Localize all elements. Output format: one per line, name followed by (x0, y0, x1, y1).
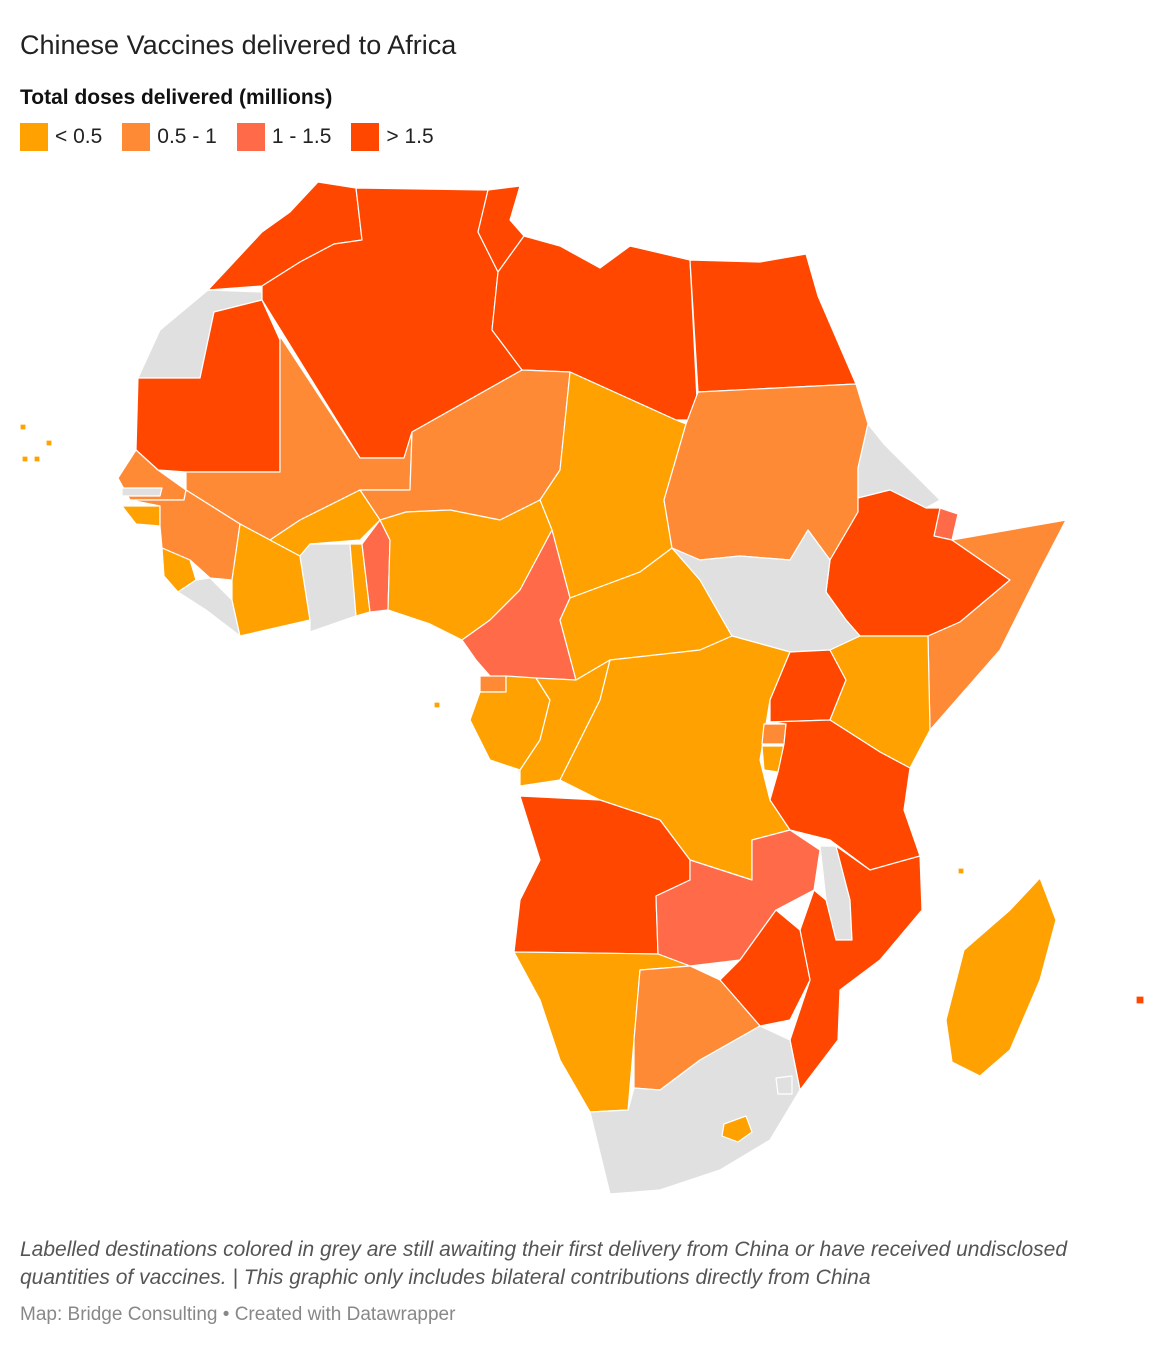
source-credit: Map: Bridge Consulting • Created with Da… (20, 1304, 456, 1325)
country-namibia (513, 951, 691, 1113)
country-sao-tome (433, 701, 441, 709)
africa-map (19, 181, 1145, 1195)
country-equatorial-guinea (479, 675, 507, 693)
legend-title: Total doses delivered (millions) (20, 86, 333, 109)
country-guinea-bissau (121, 505, 161, 527)
country-rwanda (761, 723, 787, 745)
country-sudan (663, 383, 869, 561)
country-gambia (121, 487, 163, 497)
country-liberia (177, 577, 241, 637)
country-cabo-verde (19, 423, 53, 463)
legend-label: > 1.5 (386, 125, 434, 148)
legend-swatch (236, 123, 265, 151)
footnote: Labelled destinations colored in grey ar… (20, 1238, 1068, 1289)
legend-item-gt-1-5: > 1.5 (351, 123, 434, 151)
legend: < 0.5 0.5 - 1 1 - 1.5 > 1.5 (20, 122, 454, 152)
legend-item-lt-0-5: < 0.5 (20, 123, 102, 151)
country-egypt (689, 253, 857, 393)
legend-label: 1 - 1.5 (271, 125, 332, 148)
legend-item-1-1-5: 1 - 1.5 (236, 123, 332, 151)
country-comoros (957, 867, 965, 875)
legend-swatch (20, 123, 48, 151)
country-south-africa (589, 1025, 801, 1195)
legend-label: 0.5 - 1 (157, 125, 217, 148)
chart-title: Chinese Vaccines delivered to Africa (20, 30, 457, 60)
legend-label: < 0.5 (55, 125, 103, 148)
country-eswatini (775, 1075, 793, 1095)
legend-swatch (351, 123, 380, 151)
country-madagascar (945, 877, 1057, 1077)
legend-item-0-5-1: 0.5 - 1 (122, 123, 217, 151)
country-libya (491, 235, 699, 421)
country-mauritius (1135, 995, 1145, 1005)
country-tanzania (769, 719, 921, 871)
country-lesotho (721, 1115, 753, 1143)
legend-swatch (122, 123, 151, 151)
